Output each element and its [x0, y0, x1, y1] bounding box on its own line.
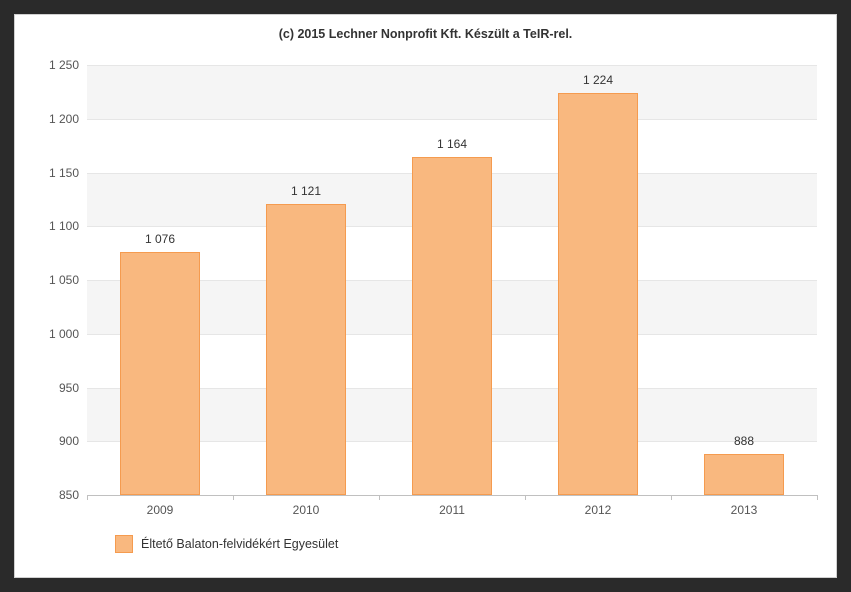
- x-tick-mark: [671, 495, 672, 500]
- x-tick-mark: [525, 495, 526, 500]
- outer-frame: (c) 2015 Lechner Nonprofit Kft. Készült …: [0, 0, 851, 592]
- chart-title: (c) 2015 Lechner Nonprofit Kft. Készült …: [15, 27, 836, 41]
- bar: [704, 454, 784, 495]
- x-tick-label: 2013: [731, 495, 758, 517]
- bar-value-label: 1 121: [291, 184, 321, 204]
- y-tick-label: 1 250: [49, 58, 87, 72]
- grid-line: [87, 65, 817, 66]
- bar-value-label: 1 224: [583, 73, 613, 93]
- x-tick-label: 2011: [439, 495, 465, 517]
- bar: [558, 93, 638, 495]
- bar-value-label: 1 164: [437, 137, 467, 157]
- legend-label: Éltető Balaton-felvidékért Egyesület: [141, 537, 338, 551]
- x-tick-label: 2009: [147, 495, 174, 517]
- y-tick-label: 900: [59, 434, 87, 448]
- y-tick-label: 1 200: [49, 112, 87, 126]
- bar-value-label: 888: [734, 434, 754, 454]
- bar: [266, 204, 346, 495]
- y-tick-label: 1 100: [49, 219, 87, 233]
- y-tick-label: 850: [59, 488, 87, 502]
- y-tick-label: 950: [59, 381, 87, 395]
- x-tick-mark: [87, 495, 88, 500]
- chart-panel: (c) 2015 Lechner Nonprofit Kft. Készült …: [14, 14, 837, 578]
- y-tick-label: 1 050: [49, 273, 87, 287]
- bar: [412, 157, 492, 495]
- plot-area: 8509009501 0001 0501 1001 1501 2001 2501…: [87, 65, 817, 495]
- x-tick-label: 2010: [293, 495, 320, 517]
- grid-band: [87, 65, 817, 119]
- x-tick-mark: [233, 495, 234, 500]
- bar-value-label: 1 076: [145, 232, 175, 252]
- x-tick-mark: [379, 495, 380, 500]
- y-tick-label: 1 000: [49, 327, 87, 341]
- legend-swatch: [115, 535, 133, 553]
- grid-line: [87, 119, 817, 120]
- x-tick-label: 2012: [585, 495, 612, 517]
- y-tick-label: 1 150: [49, 166, 87, 180]
- x-tick-mark: [817, 495, 818, 500]
- legend: Éltető Balaton-felvidékért Egyesület: [115, 535, 338, 553]
- bar: [120, 252, 200, 495]
